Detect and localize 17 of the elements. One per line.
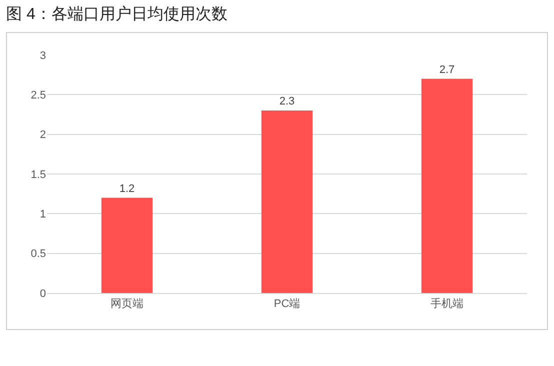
y-tick-label: 0.5 xyxy=(30,248,46,260)
y-tick-label: 3 xyxy=(40,50,46,62)
data-label: 2.7 xyxy=(439,64,455,76)
bar xyxy=(421,78,473,293)
y-tick-label: 0 xyxy=(40,288,46,300)
bar xyxy=(101,198,153,293)
data-label: 1.2 xyxy=(119,182,135,195)
bar xyxy=(261,110,313,293)
y-tick-label: 1 xyxy=(40,208,46,221)
y-tick-label: 2.5 xyxy=(30,90,46,102)
y-tick-label: 2 xyxy=(40,129,46,142)
data-label: 2.3 xyxy=(279,96,295,108)
x-tick-label: 手机端 xyxy=(430,297,464,310)
y-tick-label: 1.5 xyxy=(30,168,46,181)
x-tick-label: PC端 xyxy=(274,297,300,310)
x-tick-label: 网页端 xyxy=(110,297,144,310)
chart-title: 图 4：各端口用户日均使用次数 xyxy=(6,4,228,25)
